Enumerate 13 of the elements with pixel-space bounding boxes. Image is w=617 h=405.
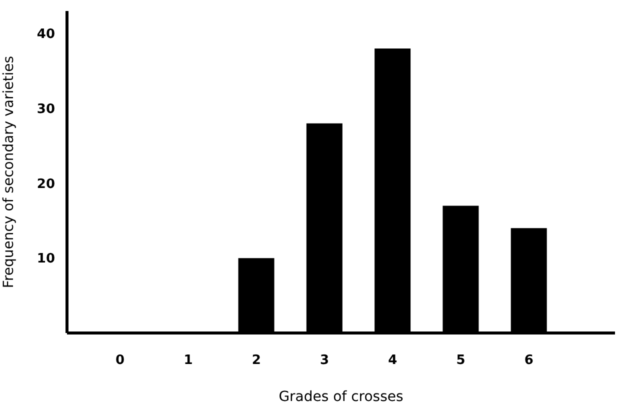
x-tick-label: 1 xyxy=(184,353,193,368)
y-tick-label: 10 xyxy=(36,252,55,267)
y-axis-title: Frequency of secondary varieties xyxy=(0,56,17,288)
x-tick-label: 2 xyxy=(252,353,261,368)
x-tick-label: 5 xyxy=(456,353,466,368)
y-tick-label: 20 xyxy=(36,176,55,192)
y-tick-label: 40 xyxy=(36,27,55,42)
x-tick-label: 3 xyxy=(320,353,330,368)
y-tick-label: 30 xyxy=(36,102,55,117)
x-tick-label: 4 xyxy=(388,353,398,368)
x-axis-title: Grades of crosses xyxy=(278,389,404,405)
x-tick-label: 6 xyxy=(524,353,534,368)
x-tick-label: 0 xyxy=(116,353,125,368)
